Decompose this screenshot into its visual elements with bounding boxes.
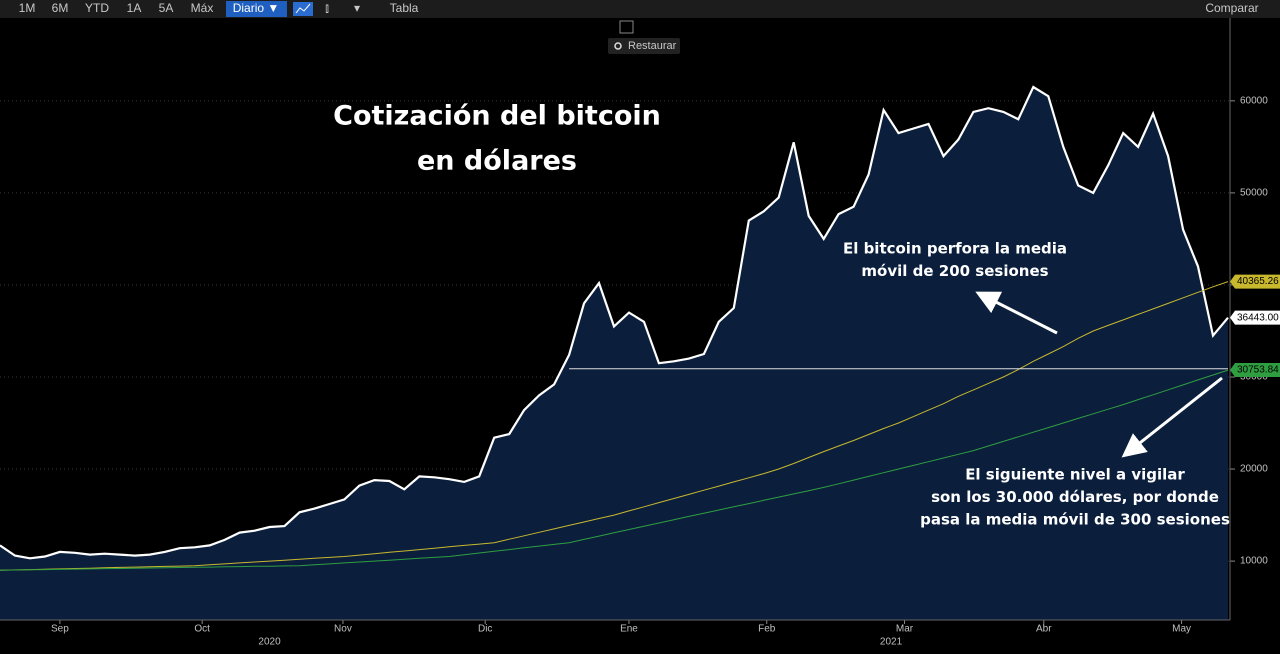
value-tag <box>1230 274 1280 289</box>
table-button[interactable]: Tabla <box>390 1 419 15</box>
y-tick-label: 60000 <box>1240 95 1268 106</box>
x-tick-label: Mar <box>896 624 914 635</box>
line <box>0 281 1229 571</box>
arrow <box>1121 376 1223 458</box>
value-label: 30753.84 <box>1237 365 1279 376</box>
interval[interactable]: Diario ▼ <box>233 1 280 15</box>
year-label: 2021 <box>880 637 903 648</box>
x-tick-label: Nov <box>334 624 352 635</box>
line-icon[interactable] <box>293 2 313 16</box>
y-tick-label: 30000 <box>1240 372 1268 383</box>
y-tick-label: 50000 <box>1240 188 1268 199</box>
x-tick-label: Sep <box>51 624 69 635</box>
interval-button[interactable] <box>226 1 287 17</box>
year-label: 2020 <box>258 637 281 648</box>
x-tick-label: Abr <box>1036 624 1052 635</box>
line <box>0 85 1229 560</box>
y-tick-label: 10000 <box>1240 556 1268 567</box>
chart-title: Cotización del bitcoin <box>333 101 661 132</box>
value-label: 40365.26 <box>1237 276 1279 287</box>
line <box>0 369 1229 571</box>
range-button[interactable]: Máx <box>191 1 214 15</box>
x-tick-label: Feb <box>758 624 776 635</box>
arrow <box>975 291 1058 335</box>
range-button[interactable]: 6M <box>52 1 69 15</box>
toolbar <box>0 0 1280 18</box>
range-button[interactable]: 1A <box>127 1 142 15</box>
menu-icon[interactable]: ▾ <box>354 1 360 15</box>
x-tick-label: Oct <box>194 624 210 635</box>
value-label: 36443.00 <box>1237 312 1279 323</box>
annotation: pasa la media móvil de 300 sesiones <box>920 511 1230 529</box>
annotation: El siguiente nivel a vigilar <box>965 466 1185 484</box>
icon <box>614 42 622 50</box>
value-tag <box>1230 310 1280 325</box>
bar-icon[interactable]: ⫾ <box>325 1 329 15</box>
range-button[interactable]: YTD <box>85 1 109 15</box>
range-button[interactable]: 1M <box>19 1 36 15</box>
icon <box>295 3 311 14</box>
value-tag <box>1230 363 1280 378</box>
range-button[interactable]: 5A <box>159 1 174 15</box>
chart-icon[interactable] <box>619 20 634 34</box>
y-tick-label: 20000 <box>1240 464 1268 475</box>
area <box>0 87 1228 620</box>
annotation: son los 30.000 dólares, por donde <box>931 488 1219 506</box>
restore-label[interactable]: Restaurar <box>628 40 677 52</box>
x-tick-label: Dic <box>478 624 492 635</box>
annotation: móvil de 200 sesiones <box>861 262 1048 280</box>
chart-title: en dólares <box>417 146 577 177</box>
x-tick-label: Ene <box>620 624 638 635</box>
restore-button[interactable] <box>608 38 680 54</box>
compare-button[interactable]: Comparar <box>1205 1 1258 15</box>
x-tick-label: May <box>1172 624 1191 635</box>
annotation: El bitcoin perfora la media <box>843 240 1067 258</box>
